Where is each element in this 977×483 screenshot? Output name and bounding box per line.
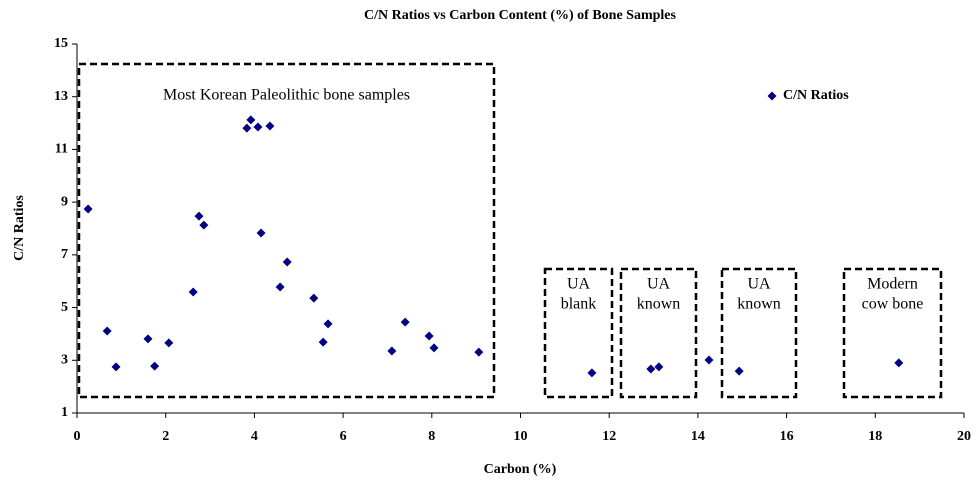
x-tick-label: 0 <box>74 429 81 444</box>
y-tick-label: 1 <box>61 405 68 420</box>
x-tick-label: 18 <box>868 429 882 444</box>
point <box>256 228 266 238</box>
y-tick-label: 13 <box>54 89 68 104</box>
y-tick-label: 9 <box>61 194 68 209</box>
point <box>400 317 410 327</box>
point <box>474 347 484 357</box>
annotation-text: Most Korean Paleolithic bone samples <box>163 87 410 104</box>
point <box>194 211 204 221</box>
point <box>894 358 904 368</box>
point <box>587 368 597 378</box>
point <box>242 123 252 133</box>
x-tick-label: 12 <box>602 429 616 444</box>
x-tick-label: 10 <box>514 429 528 444</box>
point <box>424 331 434 341</box>
annotation-text: cow bone <box>862 296 924 313</box>
annotation-box <box>619 267 698 399</box>
x-tick-label: 2 <box>162 429 169 444</box>
annotation-box <box>842 267 943 399</box>
annotation-text: known <box>737 296 781 313</box>
point <box>646 364 656 374</box>
y-tick-label: 15 <box>54 36 68 51</box>
annotation-box <box>720 267 798 399</box>
point <box>704 355 714 365</box>
point <box>188 287 198 297</box>
annotation-text: known <box>637 296 681 313</box>
point <box>199 220 209 230</box>
point <box>734 366 744 376</box>
x-axis-label: Carbon (%) <box>484 462 557 477</box>
y-tick-label: 11 <box>55 142 68 157</box>
x-tick-label: 14 <box>691 429 705 444</box>
annotation-text: blank <box>561 296 597 313</box>
x-tick-label: 8 <box>428 429 435 444</box>
point <box>246 115 256 125</box>
point <box>143 334 153 344</box>
annotation-text: UA <box>747 276 771 293</box>
point <box>654 362 664 372</box>
point <box>83 204 93 214</box>
x-tick-label: 6 <box>340 429 347 444</box>
point <box>323 319 333 329</box>
point <box>318 337 328 347</box>
annotation-box <box>543 267 614 399</box>
point <box>265 121 275 131</box>
point <box>150 361 160 371</box>
point <box>387 346 397 356</box>
point <box>164 338 174 348</box>
y-axis-label: C/N Ratios <box>12 195 27 261</box>
chart-title: C/N Ratios vs Carbon Content (%) of Bone… <box>364 8 676 23</box>
y-tick-label: 7 <box>61 247 68 262</box>
point <box>102 326 112 336</box>
legend-marker <box>767 91 777 101</box>
point <box>282 257 292 267</box>
x-tick-label: 20 <box>957 429 971 444</box>
point <box>253 122 263 132</box>
y-tick-label: 5 <box>61 300 68 315</box>
point <box>111 362 121 372</box>
annotation-text: Modern <box>867 276 918 293</box>
y-tick-label: 3 <box>61 353 68 368</box>
legend-label: C/N Ratios <box>783 88 849 103</box>
point <box>429 343 439 353</box>
annotation-text: UA <box>567 276 591 293</box>
x-tick-label: 4 <box>251 429 258 444</box>
x-tick-label: 16 <box>780 429 794 444</box>
annotation-text: UA <box>647 276 671 293</box>
point <box>309 293 319 303</box>
point <box>275 282 285 292</box>
